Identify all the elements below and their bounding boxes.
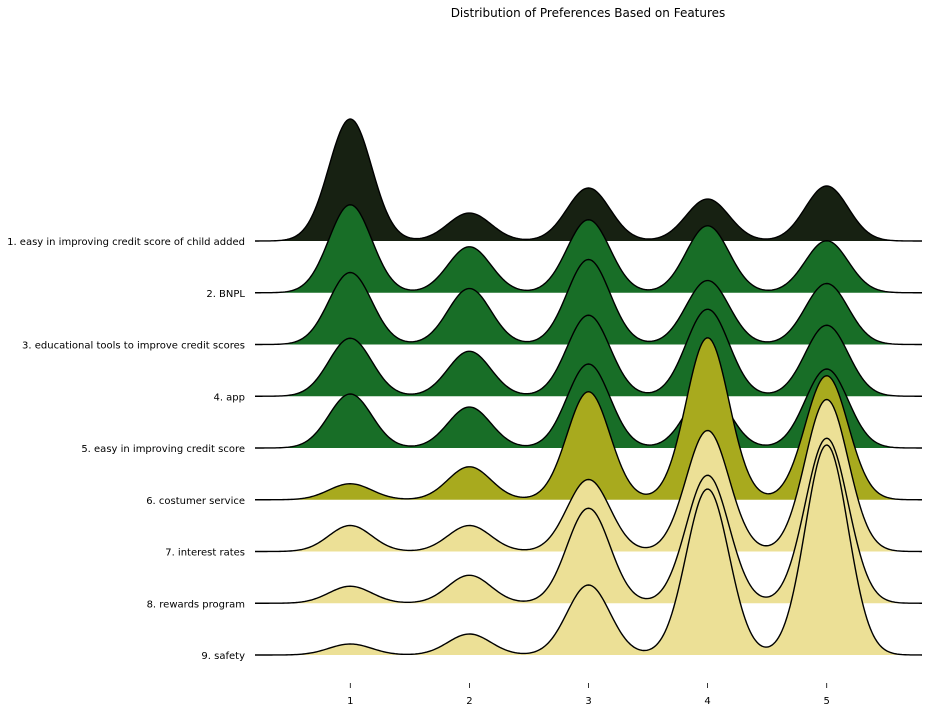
x-tick-label-4: 4: [704, 696, 710, 707]
y-label-8: 8. rewards program: [147, 599, 245, 610]
ridge-area-4: [255, 309, 922, 397]
ridge-line-6: [255, 337, 922, 501]
x-ticks: 1 2 3 4 5: [347, 683, 830, 707]
ridge-area-8: [255, 438, 922, 604]
y-label-2: 2. BNPL: [206, 289, 245, 300]
x-tick-label-2: 2: [466, 696, 472, 707]
ridge-area-1: [255, 119, 922, 241]
ridge-line-3: [254, 258, 922, 346]
ridge-line-5: [255, 363, 923, 449]
y-label-6: 6. costumer service: [146, 496, 245, 507]
x-tick-label-1: 1: [347, 696, 353, 707]
ridge-line-7: [255, 398, 922, 553]
ridges: [254, 118, 923, 656]
ridge-line-4: [255, 308, 923, 397]
x-tick-label-3: 3: [585, 696, 591, 707]
chart-title: Distribution of Preferences Based on Fea…: [451, 6, 726, 20]
y-label-7: 7. interest rates: [165, 548, 245, 559]
x-tick-label-5: 5: [824, 696, 830, 707]
y-label-5: 5. easy in improving credit score: [81, 444, 245, 455]
y-label-9: 9. safety: [201, 651, 245, 662]
ridge-line-8: [255, 437, 922, 604]
y-labels: 1. easy in improving credit score of chi…: [7, 237, 245, 662]
ridge-line-1: [255, 118, 922, 242]
y-label-4: 4. app: [213, 392, 245, 403]
ridge-area-3: [255, 259, 922, 345]
ridge-line-2: [254, 204, 922, 294]
ridge-area-9: [255, 445, 922, 655]
ridge-area-6: [255, 337, 922, 500]
ridge-line-9: [255, 444, 923, 656]
y-label-3: 3. educational tools to improve credit s…: [22, 341, 245, 352]
ridge-area-2: [255, 204, 922, 293]
y-label-1: 1. easy in improving credit score of chi…: [7, 237, 245, 248]
